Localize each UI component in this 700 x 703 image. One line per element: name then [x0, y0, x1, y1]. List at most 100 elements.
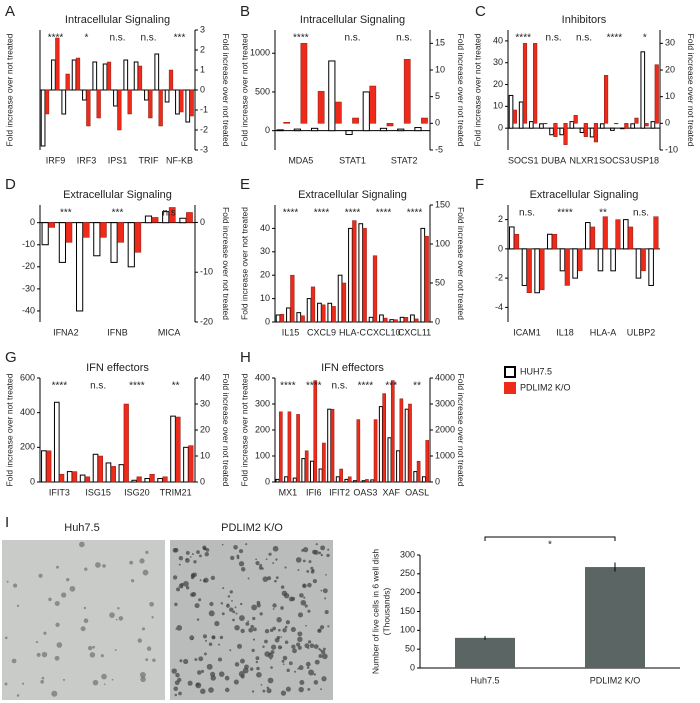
bar: [306, 298, 312, 323]
y2-tick-label: 2: [200, 44, 205, 54]
cell: [315, 543, 318, 546]
cell: [229, 590, 233, 594]
x-tick-label: SOCS3: [599, 155, 630, 165]
y2-tick-label: -20: [200, 316, 213, 326]
bar: [421, 117, 428, 124]
y-tick-label: -4: [495, 302, 503, 312]
significance: n.s.: [140, 33, 156, 44]
y2-axis-label: Fold increase over not treated: [221, 207, 231, 320]
bar: [327, 408, 332, 483]
cell: [314, 659, 320, 665]
bar: [127, 89, 132, 115]
cell: [238, 615, 245, 621]
significance: n.s.: [396, 33, 412, 44]
cell: [262, 645, 265, 649]
bar: [82, 89, 87, 101]
cell: [238, 549, 244, 554]
bar: [414, 127, 422, 132]
bar: [284, 476, 289, 483]
y-axis-label: Fold increase over not treated: [239, 373, 249, 486]
bar: [102, 63, 108, 91]
micrographs: [2, 540, 333, 700]
cell: [178, 556, 184, 561]
bar: [162, 476, 168, 483]
cell: [313, 673, 316, 676]
bar: [648, 248, 654, 286]
bar: [549, 127, 554, 136]
y-tick-label: 100: [400, 625, 415, 635]
cell: [305, 624, 307, 627]
cell: [272, 608, 275, 610]
y-tick-label: 0: [498, 123, 503, 133]
x-tick-label: IL15: [282, 327, 300, 337]
y2-tick-label: 20: [665, 64, 675, 74]
cell: [36, 652, 41, 657]
significance: ****: [293, 33, 309, 44]
cell: [16, 694, 20, 697]
cell: [175, 672, 180, 678]
bar: [290, 274, 295, 323]
bar: [539, 123, 544, 129]
bar: [93, 222, 101, 257]
bar: [300, 315, 305, 323]
cell: [214, 620, 220, 627]
bar: [593, 123, 599, 143]
cell: [280, 690, 287, 696]
panel-title: IFN effectors: [86, 362, 149, 374]
y-tick-label: 0: [30, 217, 35, 227]
cell: [256, 672, 262, 678]
cell: [281, 659, 285, 663]
x-tick-label: ISG20: [124, 487, 150, 497]
cell: [210, 575, 216, 581]
significance: ****: [515, 33, 531, 44]
y-tick-label: 0: [265, 125, 270, 135]
bar: [414, 318, 419, 323]
cell: [177, 677, 182, 683]
cell: [322, 647, 326, 651]
cell: [149, 601, 154, 607]
cell: [172, 575, 178, 580]
significance: ***: [112, 208, 124, 219]
cell: [247, 620, 249, 623]
cell: [218, 671, 225, 677]
cell: [69, 585, 76, 592]
legend-swatch: [504, 366, 516, 378]
x-tick-label: OAS3: [353, 487, 377, 497]
panel-letter: B: [240, 3, 250, 20]
cell: [245, 621, 250, 626]
cell: [201, 669, 205, 673]
y-tick-label: 0: [410, 662, 415, 672]
bar: [296, 312, 302, 323]
bar: [372, 255, 378, 323]
y-axis-label: Fold increase over not treated: [239, 33, 249, 146]
bar: [118, 464, 125, 483]
bar: [44, 89, 50, 115]
bar: [65, 222, 73, 243]
bar: [387, 437, 392, 483]
cell: [56, 642, 63, 648]
bar: [318, 468, 323, 483]
bar: [327, 302, 333, 323]
cell: [297, 636, 303, 643]
bar: [76, 222, 84, 312]
bar: [154, 53, 160, 91]
bar: [86, 89, 91, 127]
significance: *: [548, 540, 552, 551]
bar: [313, 380, 318, 483]
y2-tick-label: 10: [200, 450, 210, 460]
cell: [288, 661, 293, 666]
cell: [280, 585, 285, 589]
y2-tick-label: -5: [435, 144, 443, 154]
bar: [92, 61, 98, 91]
y2-tick-label: 1: [200, 64, 205, 74]
bar: [356, 419, 361, 483]
x-tick-label: IRF9: [46, 155, 66, 165]
cell: [140, 676, 146, 683]
panel-title: Extracellular Signaling: [530, 189, 639, 201]
cell: [211, 635, 216, 639]
x-tick-label: ICAM1: [513, 327, 541, 337]
cell: [264, 639, 268, 644]
cell: [320, 650, 326, 655]
y-tick-label: 400: [20, 407, 35, 417]
y2-tick-label: 30: [665, 38, 675, 48]
